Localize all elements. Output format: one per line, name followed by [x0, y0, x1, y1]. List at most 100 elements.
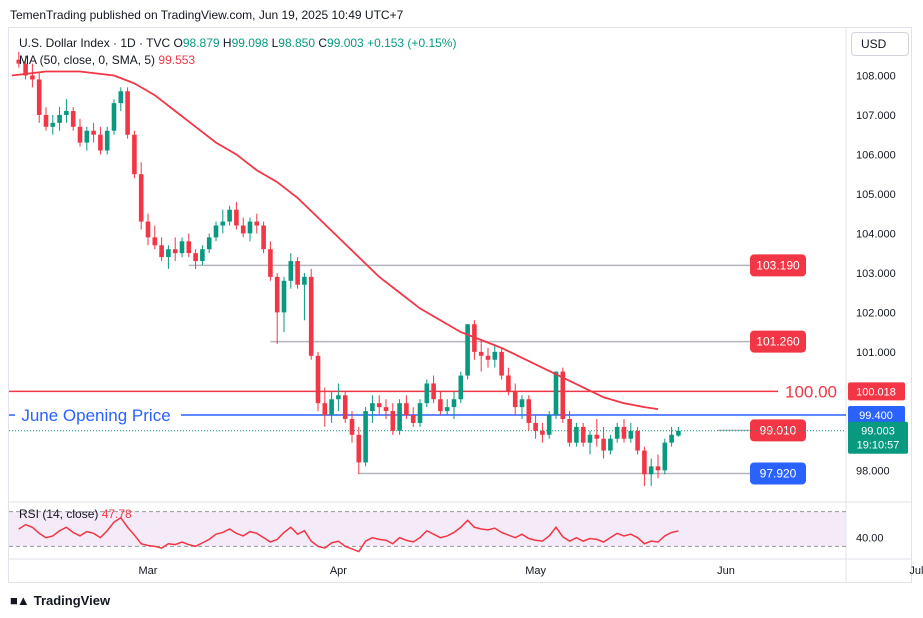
- candle-body: [206, 237, 212, 250]
- candle-body: [444, 407, 450, 412]
- candle-body: [587, 434, 593, 443]
- candle-body: [220, 221, 226, 226]
- candle-body: [540, 430, 545, 435]
- candle-body: [492, 351, 498, 360]
- candle-body: [438, 399, 443, 412]
- candle-body: [465, 324, 470, 376]
- ma-label[interactable]: MA (50, close, 0, SMA, 5): [19, 53, 156, 67]
- rsi-label[interactable]: RSI (14, close): [19, 507, 99, 521]
- chart-frame: [8, 27, 912, 583]
- candle-body: [526, 399, 532, 423]
- candle-body: [424, 383, 430, 404]
- axis-label-box-june: [848, 406, 905, 425]
- candle-body: [594, 434, 600, 439]
- ma-legend[interactable]: MA (50, close, 0, SMA, 5) 99.553: [19, 53, 195, 67]
- candle-body: [77, 126, 83, 143]
- candle-body: [57, 114, 62, 123]
- countdown-label: 19:10:57: [857, 440, 900, 452]
- time-tick-label: May: [525, 565, 546, 577]
- candle-body: [648, 466, 654, 475]
- candle-body: [349, 418, 355, 435]
- currency-selector[interactable]: USD: [851, 32, 909, 56]
- candle-body: [431, 383, 436, 400]
- price-tick-label: 103.000: [856, 268, 896, 280]
- candle-body: [23, 63, 28, 76]
- candle-body: [499, 351, 504, 376]
- candle-body: [288, 261, 294, 281]
- candle-body: [166, 249, 171, 258]
- level-label-box: [750, 254, 806, 277]
- candle-body: [370, 403, 375, 412]
- rsi-value: 47.78: [101, 507, 132, 521]
- candle-body: [274, 276, 280, 313]
- june-open-label: June Opening Price: [21, 406, 170, 425]
- candle-body: [268, 249, 273, 277]
- candle-body: [111, 103, 117, 131]
- candle-body: [172, 249, 178, 254]
- candle-body: [567, 418, 572, 443]
- rsi-legend[interactable]: RSI (14, close) 47.78: [19, 507, 132, 521]
- candle-body: [383, 407, 389, 412]
- candle-body: [16, 59, 22, 64]
- level-label: 101.260: [756, 335, 800, 349]
- open-label: O: [173, 36, 183, 50]
- candle-body: [315, 355, 321, 404]
- candle-body: [261, 225, 266, 250]
- candle-body: [322, 403, 328, 416]
- footer-logo[interactable]: ■▲ TradingView: [10, 593, 110, 608]
- candle-body: [308, 276, 314, 356]
- candle-body: [125, 91, 130, 135]
- candle-body: [553, 371, 559, 416]
- candle-body: [506, 375, 511, 392]
- current-price-label: 99.003: [861, 426, 895, 438]
- symbol-name[interactable]: U.S. Dollar Index · 1D · TVC: [19, 36, 171, 50]
- line-100-label: 100.00: [785, 382, 837, 401]
- candle-body: [213, 225, 219, 238]
- level-label: 103.190: [756, 258, 800, 272]
- candle-body: [417, 403, 423, 423]
- candle-body: [132, 134, 137, 175]
- candle-body: [356, 434, 362, 463]
- candle-body: [390, 411, 396, 431]
- time-tick-label: Apr: [330, 565, 347, 577]
- candle-body: [642, 450, 647, 475]
- candle-body: [329, 399, 334, 416]
- publisher-text: TemenTrading published on TradingView.co…: [10, 8, 404, 22]
- marker-label-box: [750, 419, 806, 442]
- candle-body: [186, 241, 192, 254]
- symbol-legend[interactable]: U.S. Dollar Index · 1D · TVC O98.879 H99…: [19, 36, 456, 50]
- candle-body: [200, 249, 205, 262]
- candle-body: [574, 426, 579, 443]
- candle-body: [458, 375, 464, 400]
- candle-body: [227, 209, 232, 222]
- candle-body: [628, 430, 634, 439]
- candle-body: [635, 430, 640, 451]
- candle-body: [404, 403, 409, 416]
- axis-label-box-100: [848, 382, 905, 401]
- candle-body: [336, 395, 341, 400]
- high-label: H: [222, 36, 232, 50]
- candle-body: [64, 111, 69, 115]
- price-tick-label: 101.000: [856, 347, 896, 359]
- candle-body: [70, 111, 76, 127]
- price-tick-label: 106.000: [856, 149, 896, 161]
- price-tick-label: 104.000: [856, 228, 896, 240]
- rsi-band: [9, 511, 846, 547]
- candle-body: [145, 221, 151, 238]
- rsi-line: [18, 516, 679, 553]
- axis-label-june: 99.400: [859, 410, 893, 422]
- low-label: L: [271, 36, 279, 50]
- tradingview-logo-icon: ■▲: [10, 593, 30, 608]
- candle-body: [118, 91, 124, 104]
- candle-body: [560, 371, 566, 419]
- candle-body: [36, 79, 42, 115]
- candle-body: [485, 355, 491, 360]
- footer-logo-text: TradingView: [33, 593, 111, 608]
- candle-body: [519, 399, 525, 408]
- price-tick-label: 102.000: [856, 307, 896, 319]
- axis-label-100: 100.018: [856, 386, 896, 398]
- candle-body: [655, 466, 661, 471]
- candle-body: [451, 399, 457, 408]
- candle-body: [302, 276, 307, 285]
